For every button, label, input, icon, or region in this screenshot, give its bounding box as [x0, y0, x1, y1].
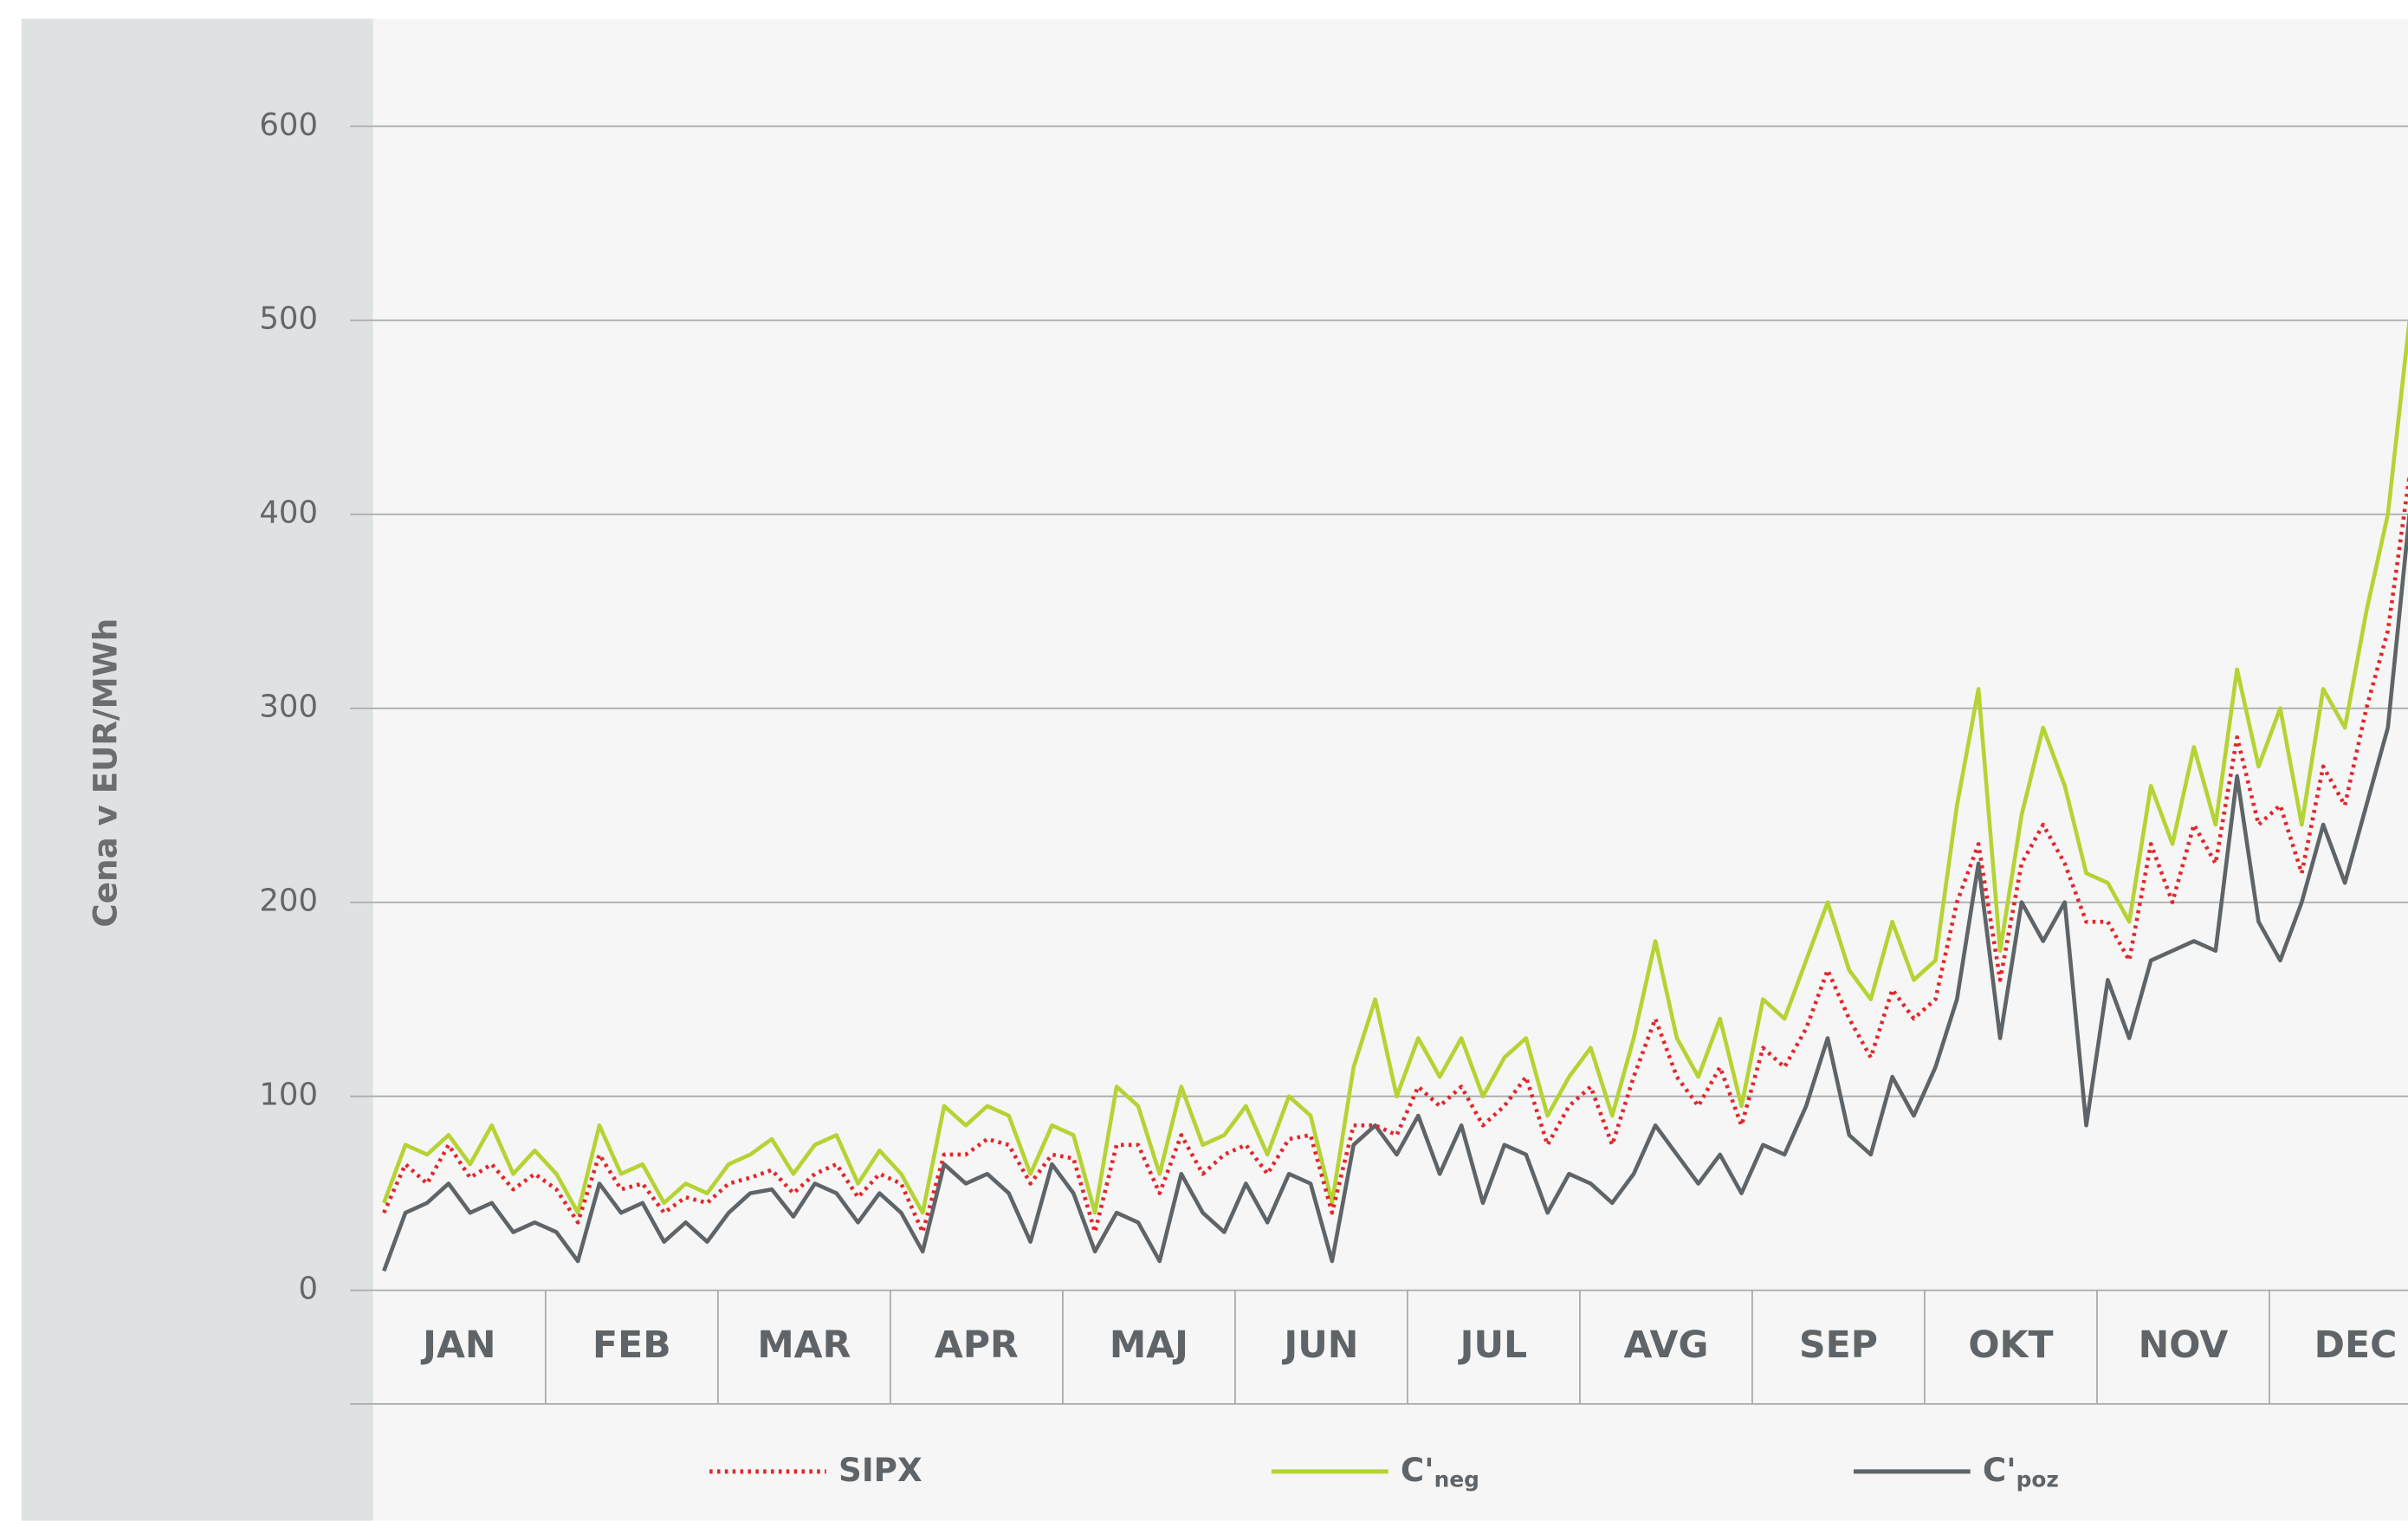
legend-subscript: neg: [1434, 1467, 1479, 1492]
x-tick-label: AVG: [1623, 1324, 1708, 1367]
y-tick-label: 600: [259, 107, 318, 143]
legend-label: C'neg: [1401, 1450, 1479, 1492]
x-tick-label: JAN: [420, 1324, 495, 1367]
x-tick-label: OKT: [1968, 1324, 2053, 1367]
series-line: [382, 513, 2408, 1272]
x-tick-label: APR: [935, 1324, 1019, 1367]
x-tick-label: MAJ: [1110, 1324, 1188, 1367]
y-tick-label: 500: [259, 301, 318, 337]
y-tick-label: 0: [298, 1272, 318, 1307]
x-tick-label: DEC: [2314, 1324, 2398, 1367]
legend-label: SIPX: [838, 1450, 922, 1488]
x-tick-label: FEB: [592, 1324, 671, 1367]
y-tick-label: 100: [259, 1078, 318, 1113]
legend-name: C': [1983, 1450, 2016, 1488]
y-tick-label: 400: [259, 495, 318, 531]
legend-name: SIPX: [838, 1450, 922, 1488]
legend-subscript: poz: [2016, 1467, 2059, 1492]
legend-label: C'poz: [1983, 1450, 2059, 1492]
legend-name: C': [1401, 1450, 1434, 1488]
y-axis-label: Cena v EUR/MWh: [87, 618, 125, 928]
y-tick-label: 300: [259, 689, 318, 725]
x-tick-label: NOV: [2139, 1324, 2229, 1367]
plot-background: [372, 18, 2408, 1521]
x-tick-label: JUL: [1458, 1324, 1527, 1367]
y-tick-label: 200: [259, 883, 318, 919]
axis-panel: [21, 18, 373, 1521]
series-line: [382, 319, 2408, 1215]
x-tick-label: JUN: [1281, 1324, 1358, 1367]
x-tick-label: MAR: [757, 1324, 851, 1367]
series-line: [382, 474, 2408, 1234]
x-tick-label: SEP: [1799, 1324, 1878, 1367]
